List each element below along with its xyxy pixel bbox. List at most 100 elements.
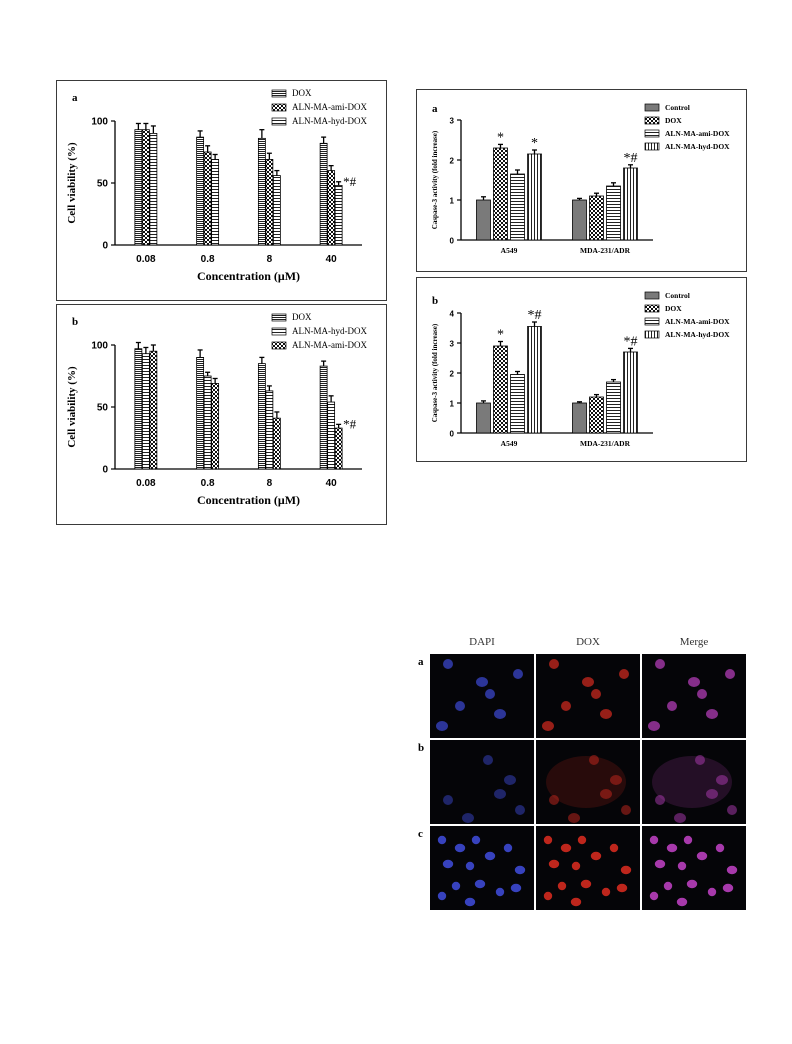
bar-caspase-b-s1-c0	[493, 345, 508, 434]
panel-label: b	[72, 316, 78, 328]
bar-viability-b-s1-c1	[203, 375, 212, 470]
cell-nucleus	[543, 891, 553, 901]
micro-panel-c-merge	[642, 826, 746, 910]
x-tick-label: 40	[326, 254, 338, 265]
micro-panel-c-dapi	[430, 826, 534, 910]
legend-swatch	[644, 116, 660, 125]
significance-marker: *#	[528, 308, 542, 323]
cell-nucleus	[674, 813, 686, 823]
cell-nucleus	[591, 689, 601, 699]
y-axis-label: Caspase-3 activity (fold increase)	[431, 130, 439, 229]
y-tick-label: 1	[450, 400, 455, 409]
y-tick-label: 50	[97, 403, 109, 414]
micro-panel-b-merge	[642, 740, 746, 824]
y-tick-label: 0	[450, 237, 455, 246]
bar-caspase-a-s2-c1	[606, 185, 621, 241]
cell-nucleus	[549, 795, 559, 805]
caspase-b-chart: b 0 1 2 3 4 Caspase-3 activity (fold increase)…	[431, 291, 730, 448]
x-tick-label: 40	[326, 478, 338, 489]
bar-caspase-a-s3-c0	[527, 153, 542, 241]
cell-nucleus	[667, 701, 677, 711]
cell-nucleus	[451, 881, 461, 891]
cell-nucleus	[577, 835, 587, 845]
y-tick-label: 2	[450, 157, 455, 166]
cell-nucleus	[437, 835, 447, 845]
significance-marker: *#	[343, 416, 357, 431]
legend-label: DOX	[665, 116, 682, 125]
y-tick-label: 50	[97, 179, 109, 190]
y-axis-label: Caspase-3 activity (fold increase)	[431, 323, 439, 422]
bar-viability-b-s1-c0	[141, 353, 150, 470]
legend-label: ALN-MA-ami-DOX	[665, 317, 730, 326]
cell-nucleus	[716, 775, 728, 785]
cell-nucleus	[464, 897, 476, 907]
cell-nucleus	[649, 891, 659, 901]
cell-nucleus	[715, 843, 725, 853]
bar-caspase-a-s1-c1	[589, 195, 604, 241]
legend-swatch	[644, 142, 660, 151]
bar-viability-b-s0-c3	[319, 365, 328, 470]
legend-label: ALN-MA-hyd-DOX	[292, 116, 367, 126]
x-tick-label: MDA-231/ADR	[580, 246, 631, 255]
cell-nucleus	[515, 805, 525, 815]
cell-nucleus	[621, 805, 631, 815]
legend-label: Control	[665, 291, 690, 300]
legend-label: DOX	[292, 88, 312, 98]
cell-nucleus	[465, 861, 475, 871]
cell-nucleus	[483, 755, 493, 765]
panel-label: a	[432, 103, 438, 115]
cell-nucleus	[494, 789, 506, 799]
cell-nucleus	[542, 721, 554, 731]
legend-swatch	[271, 103, 287, 112]
viability-b-panel: b 0 50 100 Cell viability (%) Concentration (…	[56, 304, 387, 525]
cell-nucleus	[600, 709, 612, 719]
x-tick-label: A549	[501, 246, 518, 255]
viability-b-chart: b 0 50 100 Cell viability (%) Concentration (…	[66, 312, 367, 507]
legend-label: DOX	[665, 304, 682, 313]
y-tick-label: 1	[450, 197, 455, 206]
row-label-c: c	[418, 828, 423, 840]
x-tick-label: 0.08	[136, 478, 156, 489]
column-header-merge: Merge	[679, 636, 709, 648]
cell-nucleus	[688, 677, 700, 687]
bar-caspase-b-s2-c0	[510, 374, 525, 434]
bar-viability-b-s2-c2	[272, 417, 281, 470]
x-tick-label: A549	[501, 439, 518, 448]
cell-nucleus	[561, 701, 571, 711]
micro-panel-b-dox	[536, 740, 640, 824]
cell-nucleus	[568, 813, 580, 823]
x-tick-label: 0.08	[136, 254, 156, 265]
cell-nucleus	[484, 851, 496, 861]
cell-nucleus	[601, 887, 611, 897]
cell-nucleus	[649, 835, 659, 845]
cell-nucleus	[648, 721, 660, 731]
legend-swatch	[271, 117, 287, 126]
bar-caspase-a-s1-c0	[493, 147, 508, 241]
bar-viability-a-s1-c0	[141, 129, 150, 246]
legend-label: ALN-MA-ami-DOX	[665, 129, 730, 138]
x-tick-label: 0.8	[201, 478, 215, 489]
bar-viability-a-s0-c2	[257, 137, 266, 246]
micro-panel-a-dox	[536, 654, 640, 738]
bar-caspase-b-s3-c0	[527, 326, 542, 434]
bar-viability-a-s2-c3	[334, 185, 343, 246]
legend-label: ALN-MA-hyd-DOX	[665, 330, 730, 339]
legend-label: ALN-MA-ami-DOX	[292, 102, 367, 112]
cell-nucleus	[706, 789, 718, 799]
caspase-b-panel: b 0 1 2 3 4 Caspase-3 activity (fold increase)…	[416, 277, 747, 462]
cell-nucleus	[706, 709, 718, 719]
cell-nucleus	[504, 775, 516, 785]
cell-nucleus	[454, 843, 466, 853]
cell-nucleus	[726, 865, 738, 875]
cell-nucleus	[443, 659, 453, 669]
cell-nucleus	[610, 775, 622, 785]
cell-nucleus	[543, 835, 553, 845]
legend-swatch	[644, 304, 660, 313]
cell-nucleus	[686, 879, 698, 889]
bar-caspase-a-s2-c0	[510, 173, 525, 241]
cell-nucleus	[707, 887, 717, 897]
y-tick-label: 3	[450, 340, 455, 349]
cell-nucleus	[589, 755, 599, 765]
cell-nucleus	[474, 879, 486, 889]
cell-nucleus	[436, 721, 448, 731]
